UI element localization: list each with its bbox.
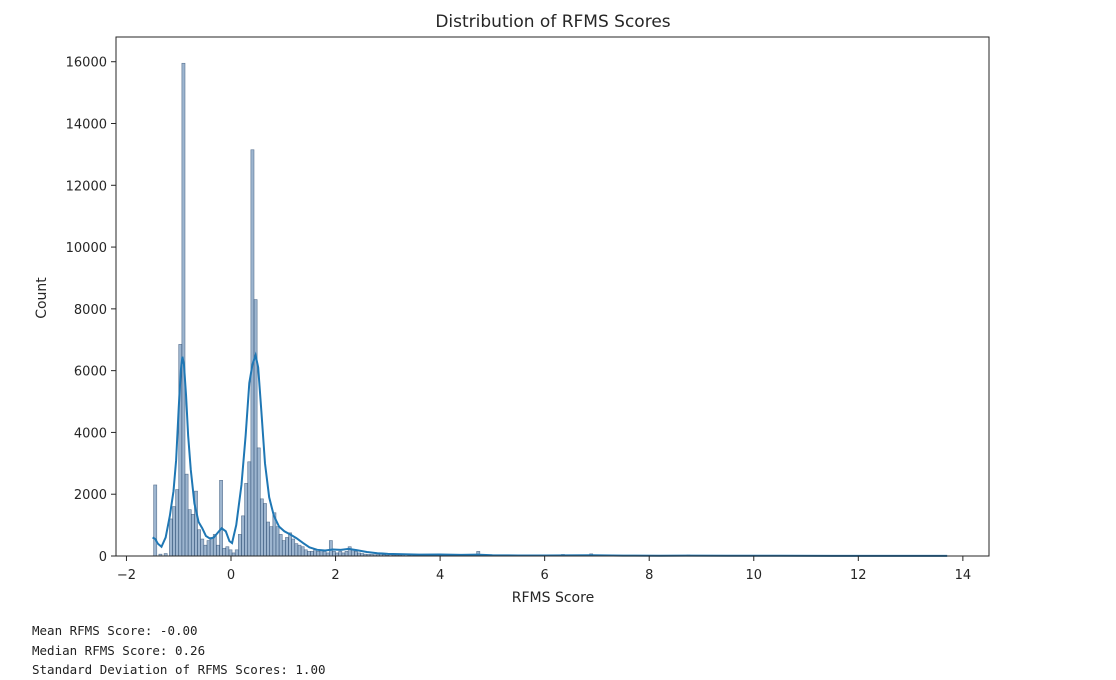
y-tick-label-6: 12000 [66, 179, 107, 194]
histogram-bar-5 [175, 489, 180, 557]
histogram-bar-24 [234, 549, 239, 557]
x-axis-ticks: −2 0 2 4 6 8 10 12 14 [117, 556, 971, 583]
histogram-bar-45 [300, 546, 305, 557]
y-tick-label-0: 0 [99, 550, 107, 565]
histogram-bar-3 [169, 518, 173, 557]
histogram-bar-22 [228, 549, 233, 557]
histogram-bar-44 [297, 544, 302, 557]
x-tick-label-5: 8 [645, 568, 653, 583]
y-tick-label-8: 16000 [66, 56, 107, 71]
histogram-bar-50 [316, 551, 321, 557]
histogram-bar-47 [307, 551, 311, 557]
histogram-bar-49 [313, 549, 318, 557]
histogram-bar-0 [153, 484, 158, 557]
x-tick-label-2: 2 [331, 568, 339, 583]
y-tick-label-4: 8000 [74, 303, 107, 318]
histogram-bar-38 [278, 534, 283, 557]
chart-title: Distribution of RFMS Scores [435, 12, 670, 32]
histogram-bar-26 [241, 515, 245, 557]
x-tick-label-7: 12 [850, 568, 867, 583]
y-axis-ticks: 0 2000 4000 6000 8000 10000 12000 14000 16000 [66, 56, 116, 565]
rfms-histogram-chart: Distribution of RFMS Scores −2 0 2 4 6 8 10 12 1… [34, 12, 990, 606]
histogram-bar-59 [344, 551, 349, 557]
histogram-bar-57 [338, 551, 343, 557]
histogram-bar-33 [263, 503, 267, 557]
histogram-bar-12 [197, 529, 201, 557]
plot-frame [115, 36, 990, 557]
histogram-bar-9 [187, 509, 192, 557]
histogram-bar-15 [206, 540, 211, 557]
histogram-bar-41 [288, 532, 292, 557]
mean-stat: Mean RFMS Score: -0.00 [32, 623, 198, 638]
summary-stats-output: Mean RFMS Score: -0.00 Median RFMS Score… [32, 621, 326, 680]
histogram-bar-13 [200, 538, 205, 557]
median-stat: Median RFMS Score: 0.26 [32, 642, 206, 658]
histogram-bar-30 [253, 299, 258, 557]
histogram-bar-54 [328, 540, 333, 557]
histogram-bar-35 [269, 526, 274, 557]
y-tick-label-2: 4000 [74, 426, 107, 441]
histogram-bar-34 [266, 521, 270, 557]
histogram-bar-32 [259, 498, 264, 557]
histogram-bar-25 [238, 534, 242, 557]
x-tick-label-8: 14 [955, 568, 972, 583]
histogram-bar-18 [216, 544, 220, 557]
histogram-bar-28 [247, 461, 252, 557]
y-tick-label-1: 2000 [74, 488, 107, 503]
histogram-bar-8 [184, 473, 189, 557]
y-axis-label: Count [34, 277, 50, 319]
kde-line [152, 351, 948, 557]
x-tick-label-1: 0 [227, 568, 235, 583]
x-tick-label-4: 6 [541, 568, 549, 583]
histogram-bar-62 [354, 551, 358, 557]
y-tick-label-5: 10000 [66, 241, 107, 256]
histogram-bar-43 [294, 543, 299, 557]
histogram-bar-14 [203, 544, 208, 557]
histogram-bar-31 [256, 447, 261, 557]
histogram-bar-21 [225, 546, 230, 557]
histogram-bar-42 [291, 538, 296, 557]
histogram-bars [153, 62, 942, 557]
histogram-bar-27 [244, 483, 249, 557]
histogram-bar-52 [322, 551, 327, 557]
histogram-bar-46 [303, 549, 308, 557]
histogram-bar-7 [181, 62, 186, 557]
x-axis-label: RFMS Score [512, 590, 594, 606]
histogram-bar-39 [281, 540, 286, 557]
histogram-bar-16 [209, 537, 214, 557]
y-tick-label-7: 14000 [66, 118, 107, 133]
x-tick-label-3: 4 [436, 568, 444, 583]
histogram-bar-29 [250, 149, 255, 557]
std-stat: Standard Deviation of RFMS Scores: 1.00 [32, 662, 326, 677]
x-tick-label-0: −2 [117, 568, 136, 583]
histogram-bar-20 [222, 547, 227, 557]
histogram-bar-61 [350, 549, 355, 557]
histogram-bar-4 [172, 506, 176, 557]
y-tick-label-3: 6000 [74, 365, 107, 380]
histogram-bar-19 [219, 480, 223, 557]
histogram-bar-55 [332, 551, 336, 557]
histogram-bar-40 [285, 537, 289, 557]
x-tick-label-6: 10 [745, 568, 762, 583]
histogram-bar-48 [310, 551, 314, 557]
histogram-bar-37 [275, 526, 280, 557]
histogram-bar-10 [190, 513, 195, 557]
